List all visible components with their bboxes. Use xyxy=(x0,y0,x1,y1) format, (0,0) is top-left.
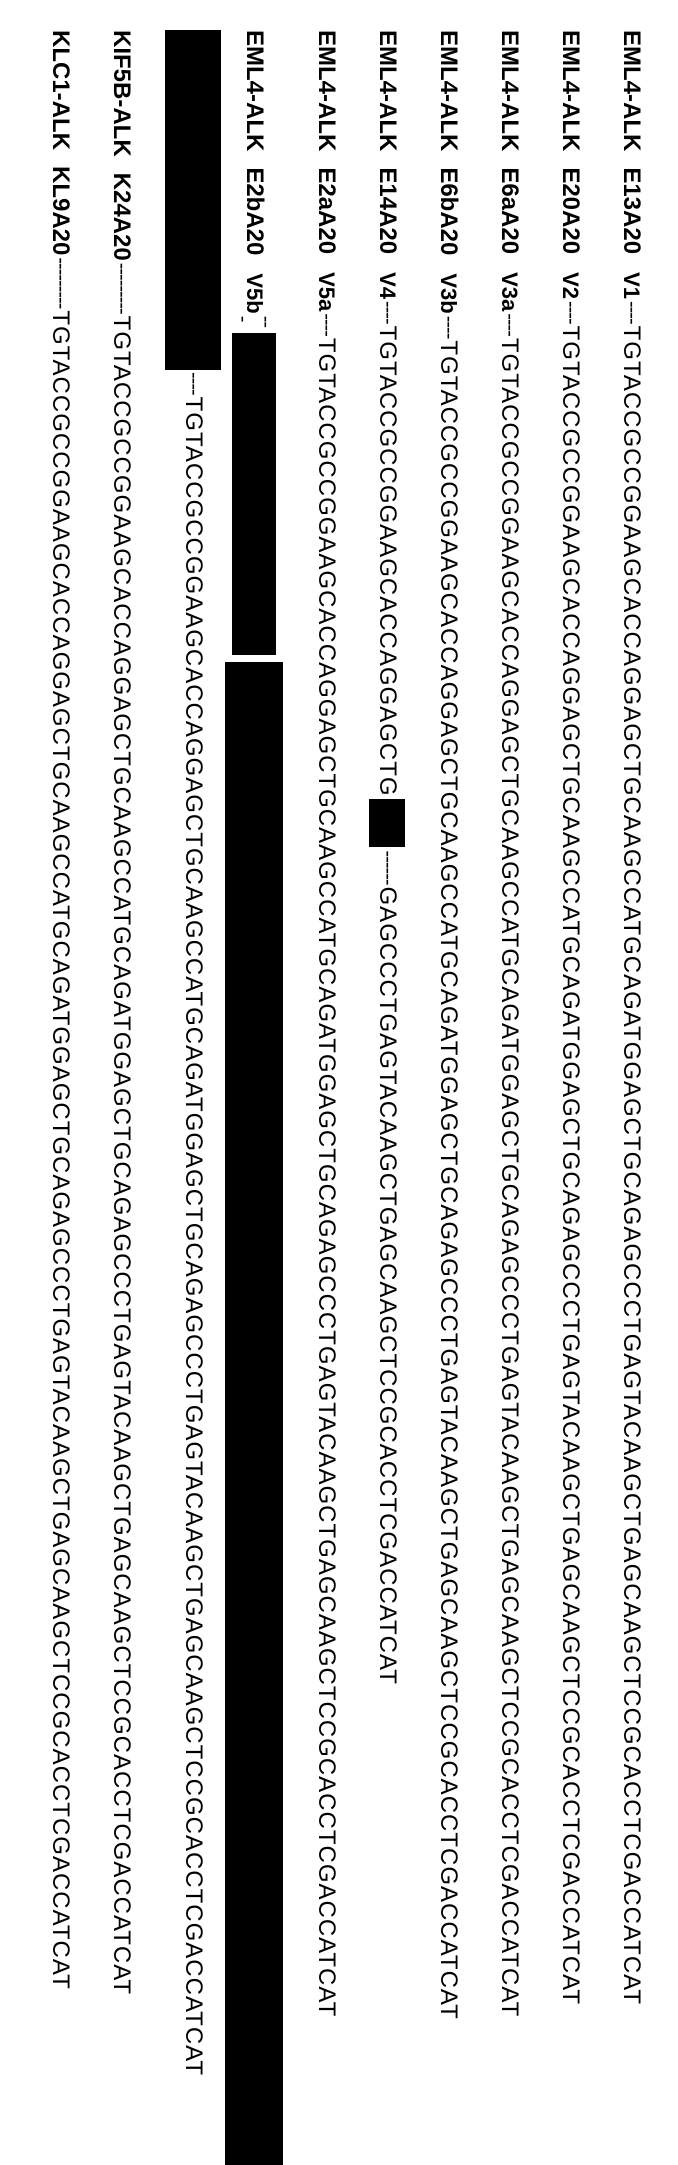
sequence-row: EML4-ALK E2aA20 V5a----TGTACCGCCGGAAGCACCA… xyxy=(296,30,357,2165)
sequence-row: EML4-ALK E2bA20 V5b --- xyxy=(224,30,285,2165)
gene-label: EML4-ALK xyxy=(618,30,646,151)
gene-label: EML4-ALK xyxy=(313,30,341,151)
gene-label: EML4-ALK xyxy=(435,30,463,151)
redaction-box xyxy=(166,30,222,370)
sequence-row: KLC1-ALK KL9A20---------TGTACCGCCGGAAGCAC… xyxy=(30,30,91,2165)
dna-sequence: TGTACCGCCGGAAGCACCAGGAGCTGCAAGCCATGCAGAT… xyxy=(108,316,136,1995)
dna-sequence: TGTACCGCCGGAAGCACCAGGAGCTGCAAGCCATGCAGAT… xyxy=(47,310,75,1989)
dna-sequence: TGTACCGCCGGAAGCACCAGGAGCTGCAAGCCATGCAGAT… xyxy=(435,340,463,2019)
exon-label: E13A20 xyxy=(618,167,646,254)
dash-connector: ---- xyxy=(182,372,205,395)
variant-label: V2 xyxy=(558,272,584,299)
gene-label: EML4-ALK xyxy=(241,30,269,151)
sequence-row: KIF5B-ALK K24A20---------TGTACCGCCGGAAGCA… xyxy=(91,30,152,2165)
dash-connector: --------- xyxy=(49,257,72,308)
dash-connector: ---- xyxy=(437,316,460,339)
sequence-row: EML4-ALK E14A20 V4----TGTACCGCCGGAAGCACCAG… xyxy=(357,30,418,2165)
dna-sequence: TGTACCGCCGGAAGCACCAGGAGCTGCAAGCCATGCAGAT… xyxy=(180,397,208,2076)
dash-connector: ------ xyxy=(376,851,399,885)
dash-connector: ---- xyxy=(376,301,399,324)
sequence-row: EML4-ALK E6bA20 V3b ----TGTACCGCCGGAAGCACCA… xyxy=(418,30,479,2165)
variant-label: V5b xyxy=(242,273,268,313)
dna-sequence: TGTACCGCCGGAAGCACCAGGAGCTGCAAGCCATGCAGAT… xyxy=(313,338,341,2017)
dna-sequence: TGTACCGCCGGAAGCACCAGGAGCTGCAAGCCATGCAGAT… xyxy=(618,326,646,2005)
variant-label: V1 xyxy=(619,272,645,299)
dash-connector: --- xyxy=(232,316,278,332)
variant-label: V3b xyxy=(436,273,462,313)
exon-label: E6bA20 xyxy=(435,167,463,255)
sequence-row: ----TGTACCGCCGGAAGCACCAGGAGCTGCAAGCCATGC… xyxy=(163,30,224,2165)
sequence-row: EML4-ALK E20A20 V2----TGTACCGCCGGAAGCACCAG… xyxy=(540,30,601,2165)
sequence-row: EML4-ALK E13A20 V1----TGTACCGCCGGAAGCACCAG… xyxy=(601,30,662,2165)
variant-label: V3a xyxy=(497,272,523,311)
gene-label: KLC1-ALK xyxy=(47,30,75,150)
dash-connector: ---- xyxy=(498,313,521,336)
dna-sequence: TGTACCGCCGGAAGCACCAGGAGCTGCAAGCCATGCAGAT… xyxy=(557,326,585,2005)
dash-connector: ---- xyxy=(620,301,643,324)
exon-label: E6aA20 xyxy=(496,167,524,254)
dash-connector: ---- xyxy=(559,301,582,324)
dna-sequence: TGTACCGCCGGAAGCACCAGGAGCTGCAAGCCATGCAGAT… xyxy=(496,338,524,2017)
redaction-box xyxy=(226,662,284,2165)
variant-label: V5a xyxy=(314,272,340,311)
redaction-box xyxy=(370,799,406,847)
gene-label: EML4-ALK xyxy=(374,30,402,151)
sequence-row: EML4-ALK E6aA20 V3a----TGTACCGCCGGAAGCACCA… xyxy=(479,30,540,2165)
dna-sequence: GAGCCCTGAGTACAAGCTGAGCAAGCTCCGCACCTCGACC… xyxy=(374,887,402,1685)
exon-label: E14A20 xyxy=(374,167,402,254)
exon-label: KL9A20 xyxy=(47,166,75,255)
exon-label: E2bA20 xyxy=(241,167,269,255)
dna-sequence: TGTACCGCCGGAAGCACCAGGAGCTG xyxy=(374,326,402,797)
exon-label: E2aA20 xyxy=(313,167,341,254)
dash-connector: --------- xyxy=(110,263,133,314)
gene-label: EML4-ALK xyxy=(557,30,585,151)
dash-connector: ---- xyxy=(315,313,338,336)
gene-label: KIF5B-ALK xyxy=(108,30,136,157)
redaction-box xyxy=(233,333,277,655)
exon-label: E20A20 xyxy=(557,167,585,254)
gene-label: EML4-ALK xyxy=(496,30,524,151)
variant-label: V4 xyxy=(375,272,401,299)
exon-label: K24A20 xyxy=(108,173,136,261)
